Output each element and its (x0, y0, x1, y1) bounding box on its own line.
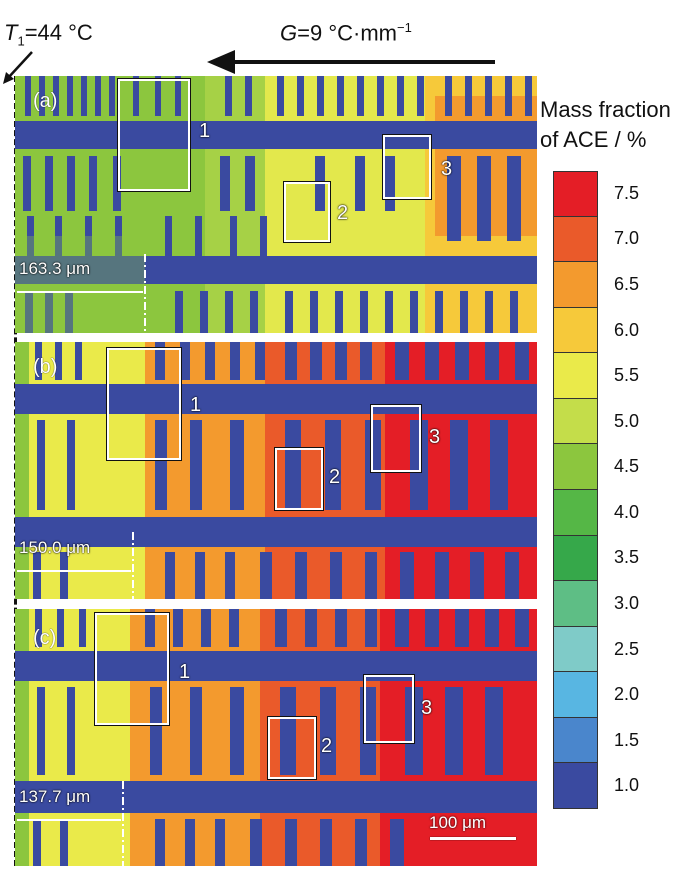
panel-c-distance-arrow (17, 819, 121, 821)
panel-c-region-2 (267, 716, 317, 780)
gradient-direction-arrow-icon (207, 50, 495, 74)
legend-swatch (553, 489, 598, 536)
panel-c-letter: (c) (33, 627, 57, 649)
legend-tick-label: 3.5 (614, 547, 640, 568)
panel-c-distance-marker (122, 781, 124, 866)
panel-c-field (15, 609, 537, 866)
t1-label: T1=44 °C (4, 20, 93, 48)
legend-tick-label: 3.0 (614, 592, 640, 613)
panel-b-region-1 (106, 347, 182, 461)
panel-a-region-1-label: 1 (199, 120, 211, 142)
panel-a-region-3 (382, 134, 432, 200)
scale-bar-line (430, 837, 516, 840)
legend-tick-label: 5.0 (614, 410, 640, 431)
panel-b: (b) 1 2 3 150.0 μm (15, 342, 537, 599)
panel-b-region-3 (370, 404, 422, 473)
legend-swatch (553, 171, 598, 217)
legend-tick-label: 2.0 (614, 684, 640, 705)
t1-value: =44 °C (24, 20, 93, 45)
legend-swatch (553, 626, 598, 673)
legend-tick-label: 6.5 (614, 273, 640, 294)
panel-a-region-2-label: 2 (337, 202, 349, 224)
legend-swatch (553, 763, 598, 809)
panel-c: (c) 1 2 3 137.7 μm 100 μm (15, 609, 537, 866)
panel-c-distance: 137.7 μm (19, 787, 91, 806)
panel-b-distance-arrow (17, 570, 131, 572)
panel-b-region-1-label: 1 (190, 394, 202, 416)
legend-swatch (553, 535, 598, 582)
legend-tick-label: 7.0 (614, 228, 640, 249)
legend-tick-label: 1.5 (614, 729, 640, 750)
g-value: =9 °C·mm (297, 20, 397, 46)
t1-symbol: T (4, 20, 18, 45)
legend-swatch (553, 672, 598, 718)
g-exponent: −1 (396, 20, 412, 35)
panel-c-region-2-label: 2 (321, 735, 333, 757)
panel-b-distance: 150.0 μm (19, 538, 91, 557)
legend-title-line2: of ACE / % (540, 127, 647, 152)
legend-tick-label: 1.0 (614, 775, 640, 796)
legend-swatch (553, 353, 598, 399)
legend-tick-label: 2.5 (614, 638, 640, 659)
panel-b-region-2 (274, 447, 324, 511)
panel-a-region-2 (283, 181, 331, 243)
panel-a-distance-arrow (17, 291, 143, 293)
panel-a-field (15, 76, 537, 333)
legend-tick-label: 4.0 (614, 501, 640, 522)
legend-swatch (553, 262, 598, 308)
legend-tick-label: 5.5 (614, 365, 640, 386)
legend-swatch (553, 717, 598, 764)
legend-swatch (553, 307, 598, 354)
panel-c-region-1 (94, 612, 170, 726)
gradient-label: G=9 °C·mm−1 (280, 20, 412, 46)
panel-b-region-3-label: 3 (429, 426, 441, 448)
legend-swatch (553, 216, 598, 263)
panel-a: (a) 1 2 3 163.3 μm (15, 76, 537, 333)
legend-colorbar (553, 171, 598, 809)
t1-pointer-arrow-icon (3, 51, 33, 84)
panel-a-region-3-label: 3 (441, 158, 453, 180)
legend-title: Mass fraction of ACE / % (540, 95, 671, 155)
panel-c-region-3-label: 3 (421, 697, 433, 719)
t1-subscript: 1 (17, 33, 25, 49)
scale-bar-label: 100 μm (429, 813, 487, 832)
legend-colorbar-frame (553, 171, 598, 809)
panel-b-region-2-label: 2 (329, 466, 341, 488)
panel-c-region-3 (363, 674, 415, 744)
legend-tick-label: 6.0 (614, 319, 640, 340)
panel-b-letter: (b) (33, 356, 58, 378)
panel-c-region-1-label: 1 (179, 661, 191, 683)
legend-swatch (553, 398, 598, 445)
legend-swatch (553, 581, 598, 627)
panel-a-distance: 163.3 μm (19, 259, 91, 278)
panel-a-distance-marker (144, 254, 146, 333)
g-symbol: G (280, 20, 298, 46)
legend-tick-label: 7.5 (614, 182, 640, 203)
panel-b-field (15, 342, 537, 599)
legend-tick-label: 4.5 (614, 456, 640, 477)
legend-title-line1: Mass fraction (540, 97, 671, 122)
panel-b-distance-marker (132, 532, 134, 599)
legend-swatch (553, 444, 598, 490)
panel-a-region-1 (117, 78, 191, 192)
panel-a-letter: (a) (33, 90, 58, 112)
